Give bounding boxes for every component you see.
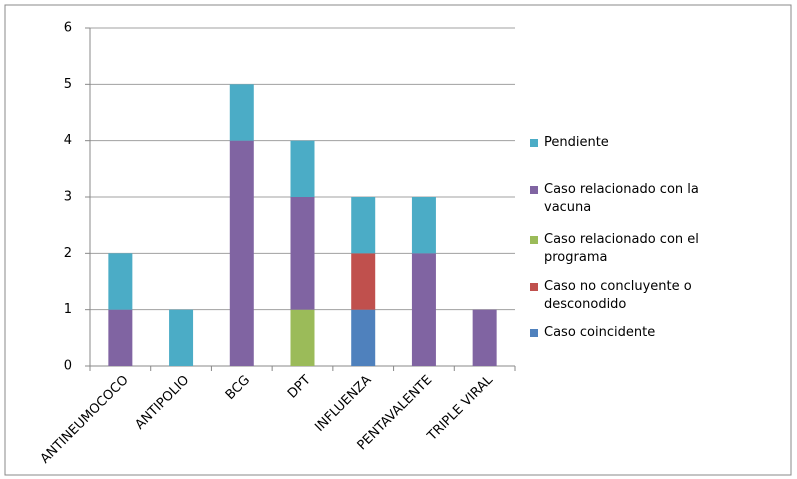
y-tick-label: 1: [64, 302, 72, 317]
y-tick-label: 2: [64, 246, 72, 261]
legend-item: Caso relacionado con la vacuna: [530, 181, 730, 217]
bar-segment: [229, 140, 254, 366]
x-tick-label: ANTINEUMOCOCO: [38, 373, 132, 467]
y-tick-label: 6: [64, 21, 72, 36]
legend-swatch: [530, 236, 538, 244]
legend-item: Caso relacionado con el programa: [530, 231, 730, 267]
x-tick-label: INFLUENZA: [312, 373, 374, 435]
legend-label: Caso no concluyente o desconodido: [544, 279, 692, 312]
y-tick-label: 3: [64, 190, 72, 205]
bar-segment: [351, 253, 376, 310]
legend-swatch: [530, 329, 538, 337]
legend-item: Caso no concluyente o desconodido: [530, 278, 730, 314]
y-tick-label: 5: [64, 77, 72, 92]
bar-segment: [169, 309, 194, 366]
y-tick-label: 4: [64, 133, 72, 148]
chart-border: [4, 4, 792, 476]
bar-segment: [108, 253, 133, 310]
legend-label: Pendiente: [544, 135, 609, 150]
bar-segment: [290, 140, 315, 197]
legend-label: Caso coincidente: [544, 325, 656, 340]
bar-segment: [290, 197, 315, 310]
legend-label: Caso relacionado con el programa: [544, 232, 699, 265]
legend-label: Caso relacionado con la vacuna: [544, 182, 699, 215]
bar-segment: [411, 253, 436, 366]
bar-segment: [472, 309, 497, 366]
legend-item: Caso coincidente: [530, 324, 730, 342]
legend-swatch: [530, 186, 538, 194]
bar-segment: [351, 197, 376, 254]
x-tick-label: ANTIPOLIO: [132, 373, 192, 433]
y-tick-label: 0: [64, 359, 72, 374]
legend-item: Pendiente: [530, 134, 730, 152]
bar-segment: [229, 84, 254, 141]
legend-swatch: [530, 283, 538, 291]
x-tick-label: BCG: [223, 373, 253, 403]
bar-segment: [290, 309, 315, 366]
legend-swatch: [530, 139, 538, 147]
bar-segment: [411, 197, 436, 254]
bar-segment: [351, 309, 376, 366]
x-tick-label: DPT: [285, 373, 314, 402]
bar-segment: [108, 309, 133, 366]
